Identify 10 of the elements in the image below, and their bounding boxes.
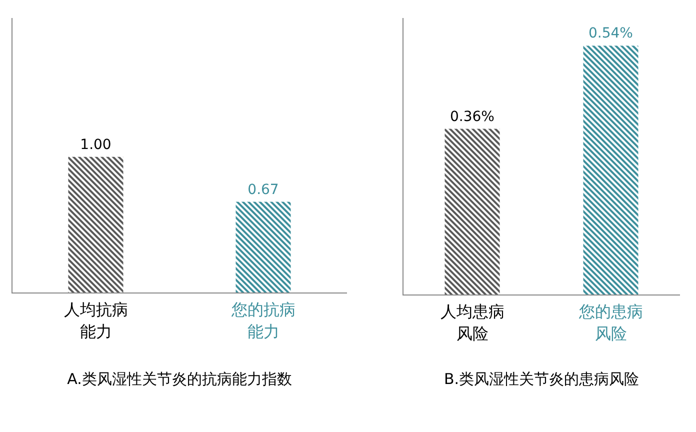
data-label: 0.67 <box>248 182 279 198</box>
text: B.类风湿性关节炎的患病风险 <box>442 369 640 390</box>
x-tick-label: 您的患病风险 <box>578 301 644 345</box>
data-label: 1.00 <box>80 136 112 153</box>
x-tick-label: 人均患病风险 <box>439 301 506 345</box>
x-tick-label: 人均抗病能力 <box>62 299 129 343</box>
data-label: 0.36% <box>450 108 494 125</box>
x-tick-label: 您的抗病能力 <box>230 299 296 343</box>
data-label: 0.54% <box>588 26 633 42</box>
text: A.类风湿性关节炎的抗病能力指数 <box>66 369 293 390</box>
